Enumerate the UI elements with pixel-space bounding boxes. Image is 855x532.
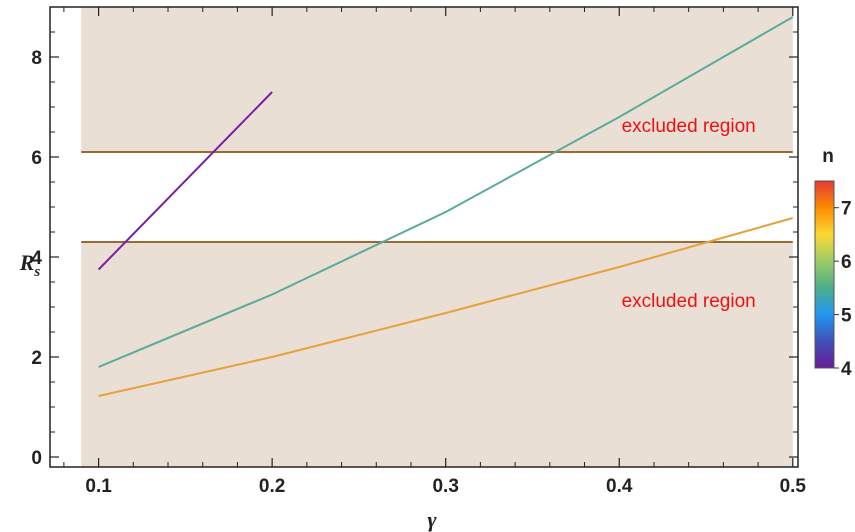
x-tick-label: 0.2 xyxy=(259,476,285,497)
x-axis-ticks: 0.1 0.2 0.3 0.4 0.5 xyxy=(63,7,807,497)
colorbar-tick-label: 7 xyxy=(841,199,852,220)
series-line-3 xyxy=(98,217,794,397)
excluded-region-2 xyxy=(81,242,793,467)
y-axis-label-subscript: s xyxy=(33,264,40,280)
colorbar-tick-label: 5 xyxy=(841,306,852,327)
x-axis-label: γ xyxy=(427,507,437,532)
annotations: excluded region excluded region xyxy=(622,116,756,312)
series-lines xyxy=(97,16,794,397)
series-line-1 xyxy=(97,91,273,271)
colorbar-tick-label: 4 xyxy=(841,359,852,380)
x-tick-label: 0.3 xyxy=(432,476,458,497)
y-tick-label: 6 xyxy=(31,148,42,169)
y-axis-label-main: R xyxy=(19,250,35,275)
y-tick-label: 2 xyxy=(31,348,42,369)
y-tick-label: 0 xyxy=(31,448,42,469)
horizontal-lines xyxy=(81,151,793,243)
colorbar-gradient xyxy=(814,180,835,369)
colorbar-tick-label: 6 xyxy=(841,252,852,273)
annotation-excluded-region-2: excluded region xyxy=(622,291,756,312)
annotation-excluded-region-1: excluded region xyxy=(622,116,756,137)
plot-frame xyxy=(49,6,799,468)
shaded-regions xyxy=(81,7,793,467)
frame-border xyxy=(49,6,799,468)
series-line-2 xyxy=(98,16,794,368)
y-tick-label: 8 xyxy=(31,48,42,69)
y-tick-label: 4 xyxy=(31,248,42,269)
excluded-region-1 xyxy=(81,7,793,152)
colorbar-legend: n 4 5 6 7 xyxy=(814,146,852,380)
legend-title: n xyxy=(822,146,834,167)
y-axis-label: Rs xyxy=(19,250,41,280)
x-tick-label: 0.1 xyxy=(85,476,112,497)
y-axis-ticks: 0 2 4 6 8 xyxy=(31,6,798,469)
x-tick-label: 0.4 xyxy=(606,476,633,497)
colorbar-ticks: 4 5 6 7 xyxy=(834,199,852,380)
x-tick-label: 0.5 xyxy=(780,476,807,497)
